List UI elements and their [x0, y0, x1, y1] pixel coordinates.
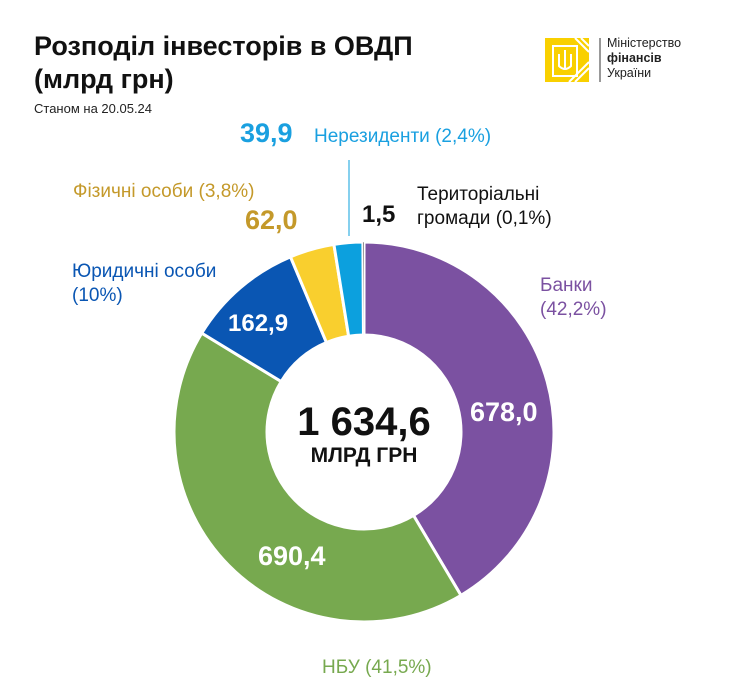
- banks-pct: (42,2%): [540, 299, 607, 320]
- donut-slice-1: [172, 331, 464, 624]
- value-label-individuals: 62,0: [245, 205, 298, 235]
- donut-slice-5: [362, 241, 365, 336]
- trident-icon: [545, 37, 601, 83]
- legal-name: Юридичні особи: [72, 261, 217, 282]
- communities-pct: (0,1%): [495, 208, 552, 229]
- nbu-pct: (41,5%): [365, 657, 432, 678]
- chart-title: Розподіл інвесторів в ОВДП (млрд грн): [34, 31, 413, 94]
- category-label-nonresidents: Нерезиденти (2,4%): [314, 125, 491, 149]
- nonresidents-pct: (2,4%): [435, 126, 492, 147]
- logo-line1: Міністерство: [607, 36, 682, 50]
- individuals-pct: (3,8%): [198, 181, 255, 202]
- total-value: 1 634,6: [297, 400, 431, 444]
- chart-subtitle: Станом на 20.05.24: [34, 101, 153, 116]
- value-label-nonresidents: 39,9: [240, 118, 293, 148]
- value-label-nbu: 690,4: [258, 541, 326, 571]
- ministry-logo: Міністерство фінансів України: [545, 36, 715, 86]
- value-label-communities: 1,5: [362, 201, 396, 228]
- legal-pct: (10%): [72, 285, 123, 306]
- category-label-nbu: НБУ (41,5%): [322, 656, 432, 680]
- individuals-name: Фізичні особи: [73, 181, 194, 202]
- logo-line2: фінансів: [607, 51, 662, 65]
- nonresidents-name: Нерезиденти: [314, 126, 430, 147]
- donut-slice-0: [362, 240, 556, 598]
- nbu-name: НБУ: [322, 657, 360, 678]
- category-label-legal: Юридичні особи (10%): [72, 260, 222, 308]
- category-label-individuals: Фізичні особи (3,8%): [73, 180, 254, 204]
- banks-name: Банки: [540, 275, 593, 296]
- value-label-legal: 162,9: [228, 310, 289, 337]
- logo-line3: України: [607, 66, 652, 80]
- category-label-banks: Банки (42,2%): [540, 274, 607, 322]
- total-unit: МЛРД ГРН: [310, 444, 418, 467]
- category-label-communities: Територіальні громади (0,1%): [417, 183, 617, 231]
- value-label-banks: 678,0: [470, 397, 538, 427]
- communities-name: Територіальні громади: [417, 184, 540, 229]
